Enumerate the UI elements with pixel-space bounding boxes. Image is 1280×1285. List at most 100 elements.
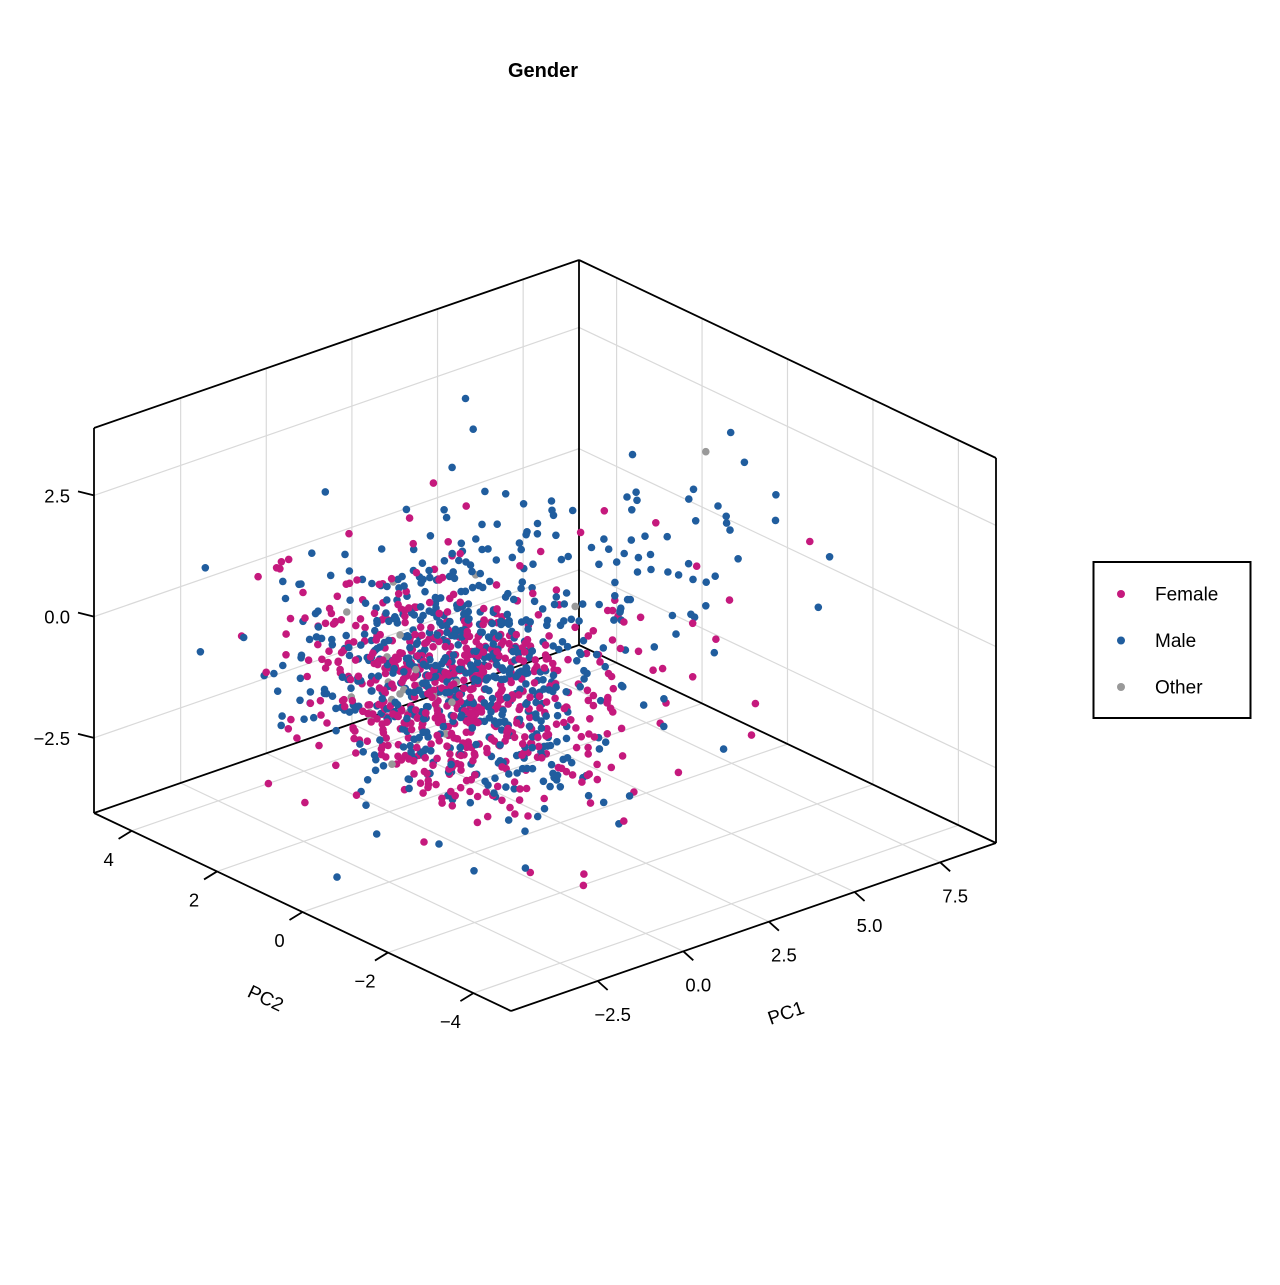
data-point-male [611,592,619,600]
data-point-male [377,545,386,553]
data-point-female [493,605,501,613]
data-point-female [382,753,390,761]
data-point-female [524,812,532,820]
data-point-male [407,748,415,756]
data-point-female [498,685,506,694]
data-point-female [413,743,421,752]
data-point-female [515,796,524,804]
data-point-male [552,683,560,691]
data-point-male [560,600,569,608]
data-point-female [304,656,313,664]
data-point-female [532,662,541,671]
data-point-female [394,712,403,721]
data-point-male [623,595,632,604]
data-point-female [560,718,568,727]
data-point-male [620,549,628,558]
data-point-female [444,671,453,679]
data-point-female [303,672,312,681]
data-point-female [455,691,464,699]
data-point-male [691,517,700,525]
data-point-female [618,752,627,760]
data-point-male [328,641,337,649]
data-point-male [201,564,210,572]
axis-ticks-group [77,490,951,1002]
data-point-female [462,644,471,653]
data-point-male [297,651,306,660]
data-point-female [318,655,326,664]
data-point-female [634,647,643,656]
data-point-male [595,600,603,609]
y-tick-label-3: −2 [354,971,375,992]
data-point-male [402,654,411,663]
z-tick [77,732,95,739]
data-point-male [481,487,489,496]
data-point-male [279,577,287,586]
data-point-male [633,568,642,576]
data-point-female [412,568,421,577]
data-point-male [563,642,572,651]
data-point-female [383,718,391,726]
data-point-male [360,630,369,639]
data-point-male [584,791,593,800]
data-point-male [719,745,728,753]
data-point-male [554,701,562,710]
data-point-male [308,549,316,557]
data-point-female [806,537,814,546]
data-point-male [690,613,699,621]
data-point-male [599,644,608,652]
data-point-female [352,749,360,757]
x-tick-label-0: −2.5 [594,1004,631,1025]
data-point-male [555,645,563,654]
data-point-male [489,672,498,681]
data-point-male [726,526,734,534]
y-axis-label: PC2 [244,982,286,1017]
data-point-male [610,616,618,624]
data-point-male [391,698,400,707]
data-point-male [426,532,435,540]
data-point-female [466,787,474,796]
data-point-female [536,704,544,712]
data-point-female [583,686,592,695]
data-point-female [608,606,617,615]
data-point-male [633,496,641,505]
data-point-female [420,838,428,846]
data-point-female [576,528,585,537]
data-point-male [604,545,613,553]
data-point-female [567,716,575,724]
data-point-female [420,639,429,648]
data-point-male [632,488,640,497]
grid-line-z-right [578,326,997,526]
data-point-female [473,792,482,801]
data-point-male [488,619,497,628]
data-point-female [423,769,431,778]
data-point-male [556,621,565,630]
data-point-male [539,676,547,684]
data-point-male [484,545,492,553]
data-point-male [421,587,429,596]
data-point-male [454,641,463,649]
data-point-male [504,816,513,824]
data-point-male [419,728,427,737]
data-point-male [431,593,440,602]
y-tick-label-2: 0 [274,930,284,951]
data-point-male [772,491,780,499]
data-point-male [371,766,380,775]
data-point-male [455,556,463,565]
data-point-male [295,580,303,589]
data-point-male [506,664,515,673]
data-point-male [382,609,390,617]
data-point-female [282,630,290,638]
data-point-male [702,578,710,586]
data-point-female [332,761,340,770]
data-point-female [373,660,382,669]
data-point-male [277,721,286,730]
data-point-male [383,660,392,669]
data-point-male [404,775,413,783]
legend-swatch-male [1117,636,1125,645]
data-point-male [372,830,381,838]
grid-line-z-left [93,569,580,739]
data-point-male [650,643,659,651]
data-point-female [596,658,604,666]
data-point-male [596,696,605,705]
data-point-male [467,661,475,669]
